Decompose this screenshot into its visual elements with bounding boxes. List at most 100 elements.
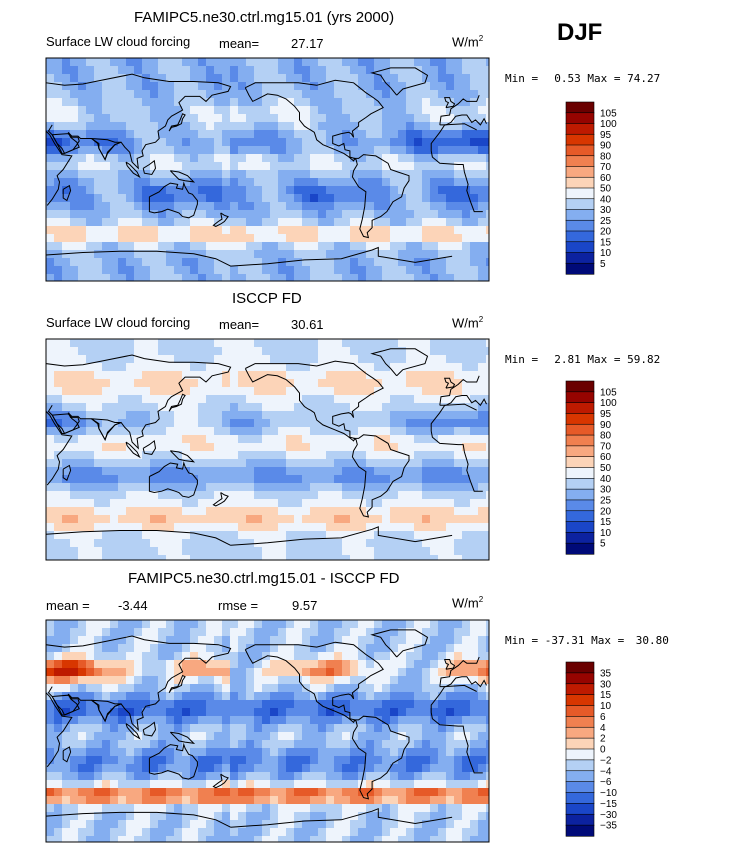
map-cell bbox=[462, 836, 471, 843]
map-cell bbox=[222, 804, 231, 813]
map-cell bbox=[302, 459, 311, 468]
map-cell bbox=[262, 419, 271, 428]
map-cell bbox=[294, 258, 303, 267]
map-cell bbox=[438, 154, 447, 163]
map-cell bbox=[446, 90, 455, 99]
map-cell bbox=[142, 435, 151, 444]
map-cell bbox=[302, 363, 311, 372]
map-cell bbox=[398, 660, 407, 669]
map-cell bbox=[390, 692, 399, 701]
map-cell bbox=[158, 716, 167, 725]
map-cell bbox=[270, 130, 279, 139]
map-cell bbox=[86, 491, 95, 500]
map-cell bbox=[414, 700, 423, 709]
map-cell bbox=[358, 804, 367, 813]
map-cell bbox=[214, 660, 223, 669]
map-cell bbox=[374, 162, 383, 171]
map-cell bbox=[254, 411, 263, 420]
map-cell bbox=[358, 387, 367, 396]
map-cell bbox=[310, 668, 319, 677]
map-cell bbox=[278, 531, 287, 540]
colorbar-tick-label: 10 bbox=[600, 701, 612, 712]
map-cell bbox=[94, 250, 103, 259]
map-cell bbox=[278, 547, 287, 556]
map-cell bbox=[358, 146, 367, 155]
map-cell bbox=[366, 114, 375, 123]
map-cell bbox=[158, 491, 167, 500]
map-cell bbox=[446, 162, 455, 171]
map-cell bbox=[254, 724, 263, 733]
map-cell bbox=[246, 772, 255, 781]
map-cell bbox=[238, 146, 247, 155]
map-cell bbox=[262, 202, 271, 211]
map-cell bbox=[222, 194, 231, 203]
map-cell bbox=[214, 531, 223, 540]
map-cell bbox=[374, 395, 383, 404]
map-cell bbox=[246, 740, 255, 749]
map-cell bbox=[190, 796, 199, 805]
map-cell bbox=[46, 242, 55, 251]
map-cell bbox=[70, 371, 79, 380]
map-cell bbox=[358, 226, 367, 235]
panel3-rmse-value: 9.57 bbox=[292, 598, 318, 613]
map-cell bbox=[478, 740, 487, 749]
map-cell bbox=[182, 836, 191, 843]
map-cell bbox=[286, 644, 295, 653]
map-cell bbox=[126, 106, 135, 115]
map-cell bbox=[270, 138, 279, 147]
map-cell bbox=[318, 836, 327, 843]
map-cell bbox=[366, 106, 375, 115]
map-cell bbox=[206, 772, 215, 781]
map-cell bbox=[214, 419, 223, 428]
map-cell bbox=[70, 660, 79, 669]
map-cell bbox=[382, 194, 391, 203]
map-cell bbox=[382, 210, 391, 219]
map-cell bbox=[46, 836, 55, 843]
map-cell bbox=[430, 483, 439, 492]
map-cell bbox=[214, 234, 223, 243]
map-cell bbox=[118, 507, 127, 516]
map-cell bbox=[150, 98, 159, 107]
map-cell bbox=[486, 547, 490, 556]
map-cell bbox=[302, 451, 311, 460]
map-cell bbox=[214, 274, 223, 282]
map-cell bbox=[310, 242, 319, 251]
map-cell bbox=[350, 130, 359, 139]
map-cell bbox=[302, 170, 311, 179]
map-cell bbox=[182, 411, 191, 420]
map-cell bbox=[366, 379, 375, 388]
map-cell bbox=[62, 828, 71, 837]
map-cell bbox=[334, 162, 343, 171]
map-cell bbox=[310, 387, 319, 396]
map-cell bbox=[470, 780, 479, 789]
map-cell bbox=[398, 154, 407, 163]
map-cell bbox=[62, 523, 71, 532]
map-cell bbox=[350, 74, 359, 83]
map-cell bbox=[134, 475, 143, 484]
map-cell bbox=[382, 427, 391, 436]
map-cell bbox=[278, 756, 287, 765]
map-cell bbox=[334, 740, 343, 749]
map-cell bbox=[46, 555, 55, 561]
map-cell bbox=[254, 58, 263, 67]
map-cell bbox=[214, 178, 223, 187]
map-cell bbox=[214, 820, 223, 829]
map-cell bbox=[398, 234, 407, 243]
map-cell bbox=[318, 250, 327, 259]
map-cell bbox=[414, 387, 423, 396]
map-cell bbox=[198, 82, 207, 91]
map-cell bbox=[78, 363, 87, 372]
map-cell bbox=[374, 242, 383, 251]
map-cell bbox=[310, 347, 319, 356]
map-cell bbox=[198, 732, 207, 741]
map-cell bbox=[102, 355, 111, 364]
map-cell bbox=[366, 170, 375, 179]
map-cell bbox=[382, 234, 391, 243]
map-cell bbox=[150, 403, 159, 412]
map-cell bbox=[446, 170, 455, 179]
map-cell bbox=[326, 547, 335, 556]
map-cell bbox=[198, 628, 207, 637]
map-cell bbox=[470, 483, 479, 492]
map-cell bbox=[166, 90, 175, 99]
map-cell bbox=[254, 242, 263, 251]
